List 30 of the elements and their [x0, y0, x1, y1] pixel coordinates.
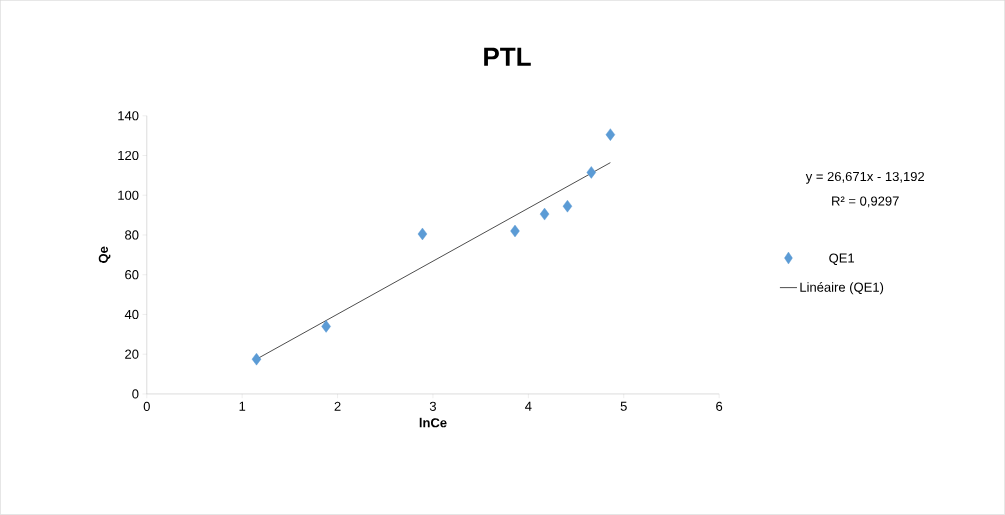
point	[510, 224, 520, 238]
point	[321, 320, 331, 333]
x-tick-label: 5	[620, 401, 627, 411]
x-tick-label: 1	[239, 401, 246, 411]
y-tick-label: 120	[118, 151, 139, 161]
point	[251, 353, 262, 366]
point	[605, 128, 616, 141]
point	[562, 200, 573, 213]
y-tick-label: 60	[125, 270, 139, 280]
point	[539, 208, 550, 221]
x-tick-label: 6	[716, 401, 723, 412]
text: R² = 0,9297	[832, 196, 899, 208]
text: y = 26,671x - 13,192	[805, 172, 925, 184]
y-tick-label: 80	[125, 230, 139, 240]
x-tick-label: 2	[334, 401, 341, 411]
point	[586, 166, 597, 179]
x-tick-label: 4	[525, 401, 532, 411]
point	[417, 227, 428, 241]
chart-title: PTL	[484, 47, 531, 66]
x-tick-label: 0	[143, 401, 150, 412]
legend-label: Linéaire (QE1)	[800, 282, 884, 295]
y-tick-label: 20	[125, 349, 139, 359]
y-tick-label: 140	[118, 111, 139, 121]
y-tick-label: 40	[124, 309, 139, 320]
x-axis-title: lnCe	[419, 417, 447, 428]
y-tick-label: 0	[132, 389, 139, 399]
y-tick-label: 100	[118, 190, 139, 200]
y-axis-title: Qe	[98, 246, 111, 264]
text: QE1	[829, 253, 855, 266]
x-tick-label: 3	[429, 401, 437, 412]
